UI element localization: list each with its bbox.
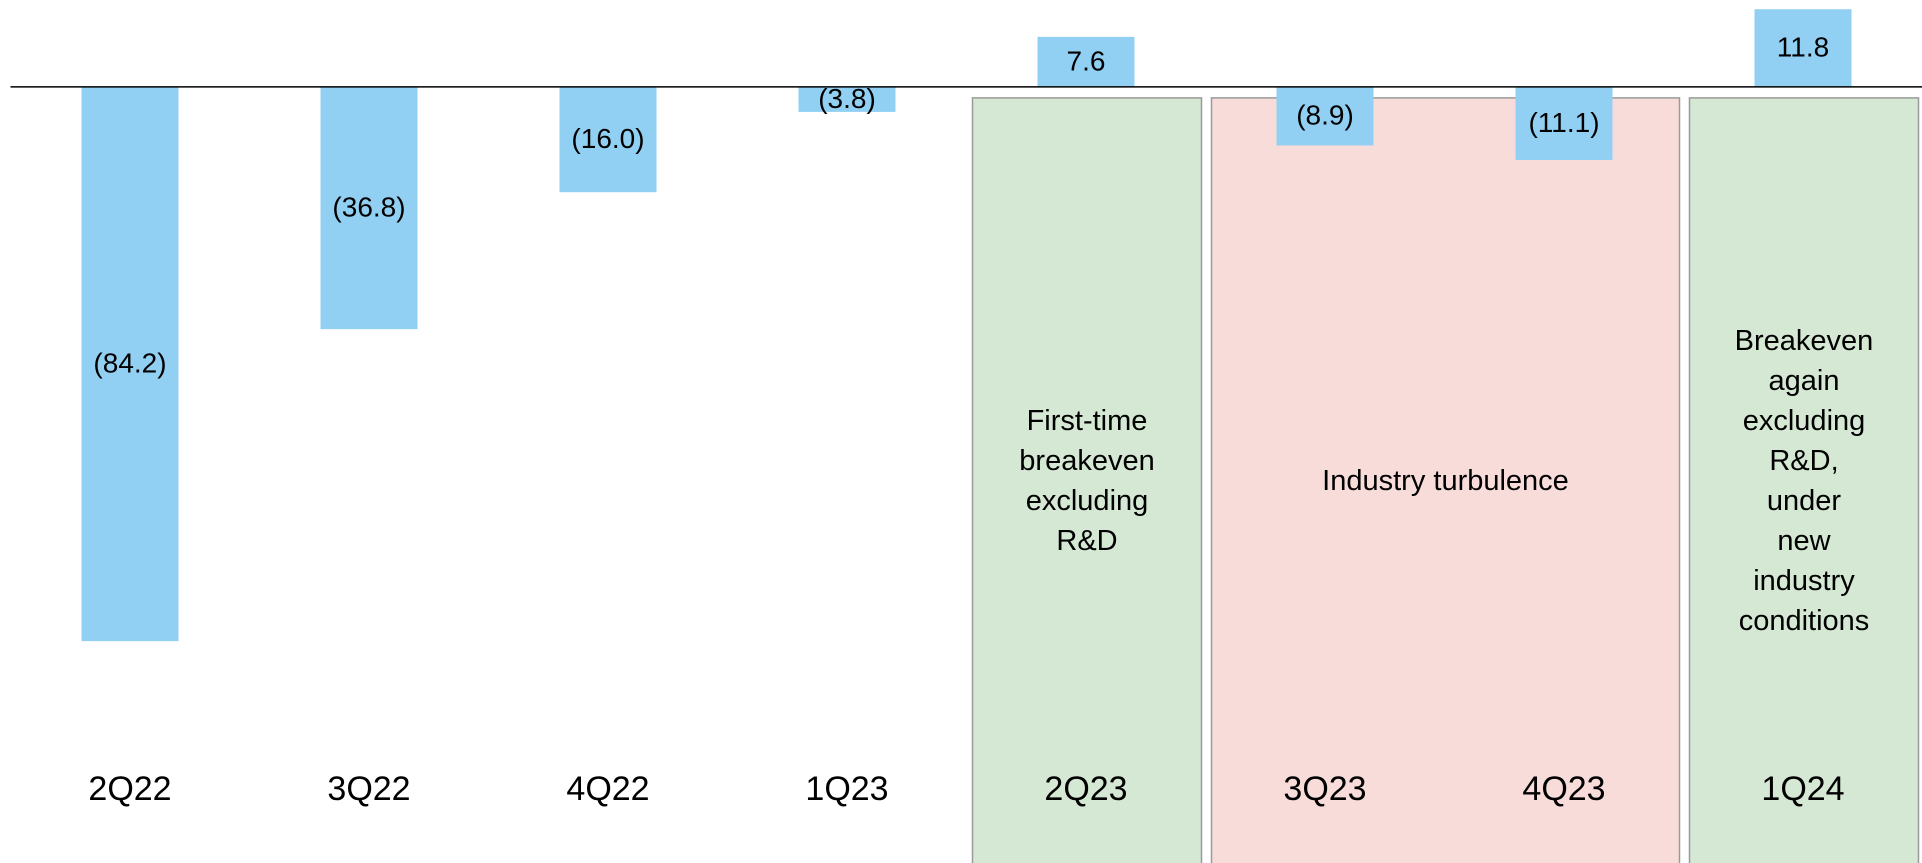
value-label: (84.2)	[93, 347, 166, 378]
bar	[1515, 86, 1613, 160]
bar	[320, 86, 418, 330]
value-label: (36.8)	[332, 191, 405, 222]
region-label: First-time breakeven excluding R&D	[1019, 405, 1155, 557]
bar	[559, 86, 657, 193]
region	[1688, 97, 1920, 863]
value-label: (16.0)	[571, 123, 644, 154]
bar	[798, 86, 896, 112]
region	[1210, 97, 1681, 863]
value-label: 7.6	[1067, 45, 1106, 76]
region	[971, 97, 1203, 863]
x-tick-label: 2Q23	[1044, 770, 1127, 808]
region-label: Industry turbulence	[1322, 465, 1569, 497]
bar	[1037, 36, 1135, 87]
x-tick-label: 3Q23	[1283, 770, 1366, 808]
region-label: Breakeven again excluding R&D, under new…	[1734, 325, 1874, 637]
x-tick-label: 4Q23	[1522, 770, 1605, 808]
x-tick-label: 1Q23	[805, 770, 888, 808]
value-label: (11.1)	[1528, 107, 1599, 138]
bar	[81, 86, 179, 642]
x-tick-label: 3Q22	[327, 770, 410, 808]
x-tick-label: 2Q22	[88, 770, 171, 808]
value-label: (3.8)	[818, 83, 876, 114]
bar	[1276, 86, 1374, 146]
value-label: 11.8	[1777, 31, 1829, 62]
x-tick-label: 4Q22	[566, 770, 649, 808]
x-tick-label: 1Q24	[1761, 770, 1844, 808]
bar	[1754, 9, 1852, 87]
value-label: (8.9)	[1296, 100, 1354, 131]
